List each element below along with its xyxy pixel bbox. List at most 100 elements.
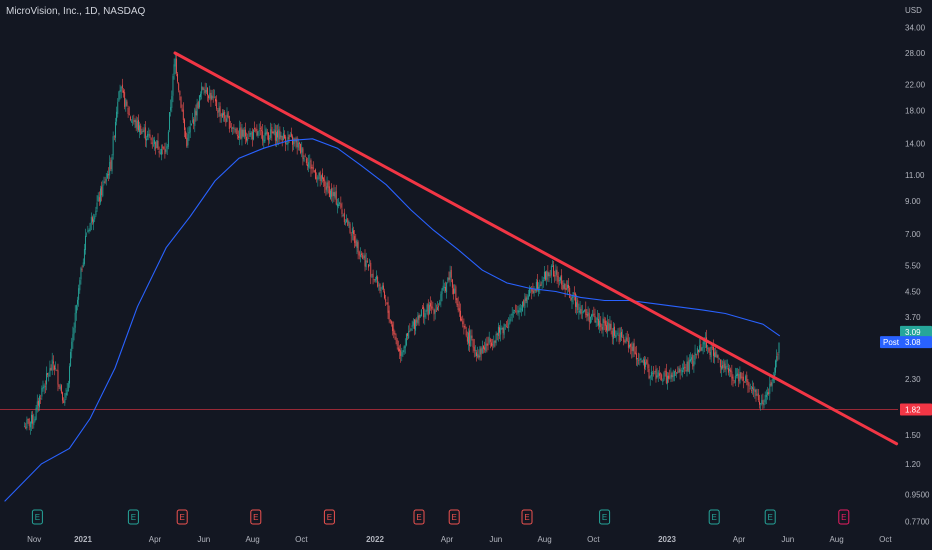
candle-body — [136, 121, 138, 130]
candle-body — [576, 302, 578, 308]
x-tick-label: Oct — [295, 535, 308, 544]
candle-body — [355, 240, 357, 247]
candle-body — [719, 359, 721, 368]
candle-body — [638, 360, 640, 361]
candle-body — [577, 300, 579, 311]
candle-body — [455, 286, 457, 301]
candle-body — [181, 108, 183, 112]
trendline — [173, 51, 899, 446]
x-tick-label: Jun — [781, 535, 794, 544]
candle-body — [487, 343, 489, 346]
candle-body — [635, 353, 637, 360]
candle-body — [216, 99, 218, 109]
candle-body — [563, 282, 565, 289]
candle-body — [152, 144, 154, 146]
candle-body — [503, 323, 505, 335]
candle-body — [334, 192, 336, 198]
candle-body — [765, 394, 767, 398]
candle-body — [248, 138, 250, 139]
candle-body — [167, 131, 169, 147]
candle-body — [190, 123, 192, 125]
candle-body — [333, 191, 335, 197]
candle-body — [466, 336, 468, 342]
candle-body — [266, 131, 268, 135]
candle-body — [134, 120, 136, 122]
candle-body — [282, 133, 284, 140]
earnings-event-letter: E — [712, 513, 717, 522]
candle-body — [507, 326, 509, 328]
candle-body — [604, 320, 606, 326]
candle-body — [690, 359, 691, 362]
candle-body — [155, 141, 157, 149]
earnings-event-icon — [127, 509, 139, 525]
candle-body — [223, 112, 224, 116]
candle-body — [476, 352, 477, 356]
candle-body — [581, 312, 583, 314]
candle-body — [319, 172, 321, 181]
candle-body — [273, 128, 275, 135]
candle-body — [422, 307, 423, 309]
candle-body — [561, 275, 563, 285]
candle-body — [276, 131, 277, 142]
candle-body — [159, 152, 161, 154]
candle-body — [395, 336, 397, 341]
candle-body — [588, 313, 590, 323]
candle-body — [607, 322, 609, 332]
x-tick-label: 2021 — [74, 535, 92, 544]
candle-body — [649, 376, 651, 379]
candle-body — [675, 370, 676, 372]
candle-body — [163, 146, 165, 149]
candle-body — [511, 313, 513, 316]
candle-body — [146, 138, 147, 141]
candle-body — [612, 327, 614, 339]
candle-body — [734, 375, 736, 383]
candle-body — [646, 360, 648, 364]
candle-body — [525, 296, 527, 301]
y-tick-label: 0.7700 — [905, 518, 930, 527]
x-tick-label: Oct — [879, 535, 892, 544]
candle-body — [71, 341, 73, 352]
candle-body — [624, 340, 626, 342]
candle-body — [742, 376, 744, 381]
candle-body — [254, 127, 256, 130]
candle-body — [169, 112, 170, 130]
candle-body — [127, 107, 129, 114]
candle-body — [439, 301, 441, 305]
candle-body — [63, 400, 65, 404]
candle-body — [119, 90, 121, 92]
candle-body — [608, 323, 610, 331]
y-tick-label: 9.00 — [905, 197, 921, 206]
candle-body — [343, 212, 345, 223]
candle-body — [121, 84, 123, 89]
candle-body — [36, 401, 38, 409]
candle-body — [299, 142, 300, 144]
candle-body — [226, 114, 228, 122]
candle-body — [716, 354, 718, 358]
candle-body — [112, 136, 114, 156]
y-tick-label: 34.00 — [905, 24, 926, 33]
candle-body — [411, 325, 413, 328]
candle-body — [373, 279, 375, 280]
level-price-value: 1.82 — [905, 406, 921, 415]
candle-body — [249, 132, 251, 137]
candle-body — [573, 293, 575, 295]
earnings-event-icon — [250, 509, 262, 525]
candle-body — [228, 115, 230, 129]
candle-body — [301, 147, 303, 153]
candles — [24, 52, 780, 435]
candle-body — [510, 316, 512, 318]
candle-body — [641, 360, 643, 362]
candle-body — [29, 421, 31, 428]
candle-body — [458, 308, 460, 312]
candle-body — [81, 269, 83, 270]
candle-body — [729, 369, 730, 371]
candle-body — [115, 121, 116, 138]
candle-body — [330, 190, 331, 199]
candle-body — [578, 310, 580, 313]
candle-body — [103, 181, 105, 183]
candle-body — [673, 371, 675, 377]
candle-body — [144, 127, 146, 140]
candle-body — [403, 346, 405, 353]
candle-body — [755, 389, 757, 396]
